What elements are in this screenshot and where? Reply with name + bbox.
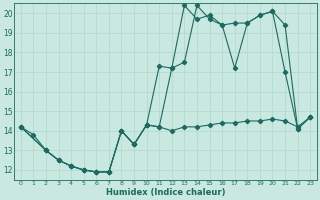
X-axis label: Humidex (Indice chaleur): Humidex (Indice chaleur)	[106, 188, 225, 197]
